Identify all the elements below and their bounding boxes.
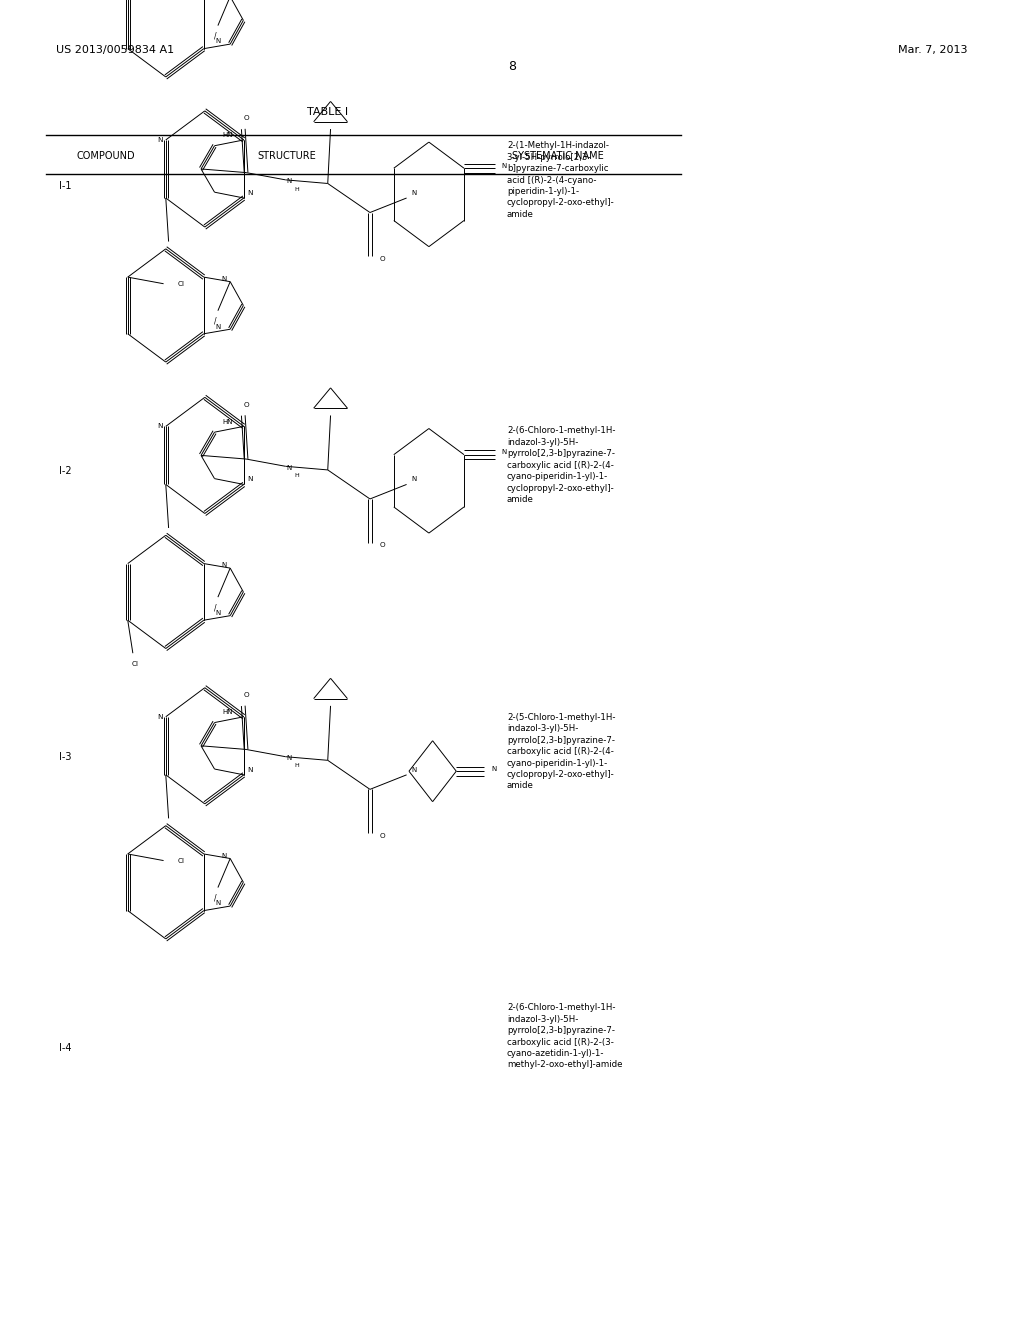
Text: O: O: [244, 401, 249, 408]
Text: 2-(5-Chloro-1-methyl-1H-
indazol-3-yl)-5H-
pyrrolo[2,3-b]pyrazine-7-
carboxylic : 2-(5-Chloro-1-methyl-1H- indazol-3-yl)-5…: [507, 713, 615, 791]
Text: HN: HN: [223, 132, 233, 139]
Text: /: /: [214, 603, 216, 612]
Text: N: N: [157, 714, 163, 719]
Text: N: N: [247, 190, 253, 195]
Text: N: N: [215, 38, 220, 45]
Text: N: N: [411, 190, 417, 195]
Text: N: N: [215, 900, 220, 907]
Text: US 2013/0059834 A1: US 2013/0059834 A1: [56, 45, 174, 55]
Text: Cl: Cl: [178, 281, 185, 286]
Text: SYSTEMATIC NAME: SYSTEMATIC NAME: [512, 150, 604, 161]
Text: N: N: [411, 767, 417, 772]
Text: H: H: [294, 473, 299, 478]
Text: H: H: [294, 763, 299, 768]
Text: N: N: [221, 853, 226, 859]
Text: HN: HN: [223, 709, 233, 715]
Text: /: /: [214, 32, 216, 41]
Text: TABLE I: TABLE I: [307, 107, 348, 117]
Text: N: N: [492, 766, 497, 772]
Text: N: N: [247, 477, 253, 482]
Text: I-2: I-2: [59, 466, 72, 477]
Text: N: N: [502, 449, 507, 455]
Text: O: O: [380, 833, 385, 838]
Text: I-1: I-1: [59, 181, 72, 191]
Text: N: N: [221, 276, 226, 282]
Text: Cl: Cl: [178, 858, 185, 863]
Text: N: N: [157, 424, 163, 429]
Text: O: O: [244, 692, 249, 698]
Text: 2-(6-Chloro-1-methyl-1H-
indazol-3-yl)-5H-
pyrrolo[2,3-b]pyrazine-7-
carboxylic : 2-(6-Chloro-1-methyl-1H- indazol-3-yl)-5…: [507, 426, 615, 504]
Text: N: N: [411, 477, 417, 482]
Text: N: N: [157, 137, 163, 143]
Text: N: N: [286, 465, 291, 471]
Text: 2-(6-Chloro-1-methyl-1H-
indazol-3-yl)-5H-
pyrrolo[2,3-b]pyrazine-7-
carboxylic : 2-(6-Chloro-1-methyl-1H- indazol-3-yl)-5…: [507, 1003, 623, 1069]
Text: O: O: [244, 115, 249, 121]
Text: N: N: [502, 162, 507, 169]
Text: Cl: Cl: [131, 661, 138, 667]
Text: STRUCTURE: STRUCTURE: [257, 150, 316, 161]
Text: COMPOUND: COMPOUND: [77, 150, 135, 161]
Text: /: /: [214, 317, 216, 326]
Text: HN: HN: [223, 418, 233, 425]
Text: N: N: [215, 610, 220, 616]
Text: N: N: [247, 767, 253, 772]
Text: /: /: [214, 894, 216, 903]
Text: N: N: [286, 755, 291, 762]
Text: I-4: I-4: [59, 1043, 72, 1053]
Text: N: N: [286, 178, 291, 185]
Text: I-3: I-3: [59, 752, 72, 763]
Text: 2-(1-Methyl-1H-indazol-
3-yl-5H-pyrrolo[2,3-
b]pyrazine-7-carboxylic
acid [(R)-2: 2-(1-Methyl-1H-indazol- 3-yl-5H-pyrrolo[…: [507, 141, 614, 219]
Text: H: H: [294, 186, 299, 191]
Text: O: O: [380, 256, 385, 261]
Text: O: O: [380, 543, 385, 548]
Text: N: N: [221, 562, 226, 569]
Text: Mar. 7, 2013: Mar. 7, 2013: [898, 45, 968, 55]
Text: 8: 8: [508, 59, 516, 73]
Text: N: N: [215, 323, 220, 330]
